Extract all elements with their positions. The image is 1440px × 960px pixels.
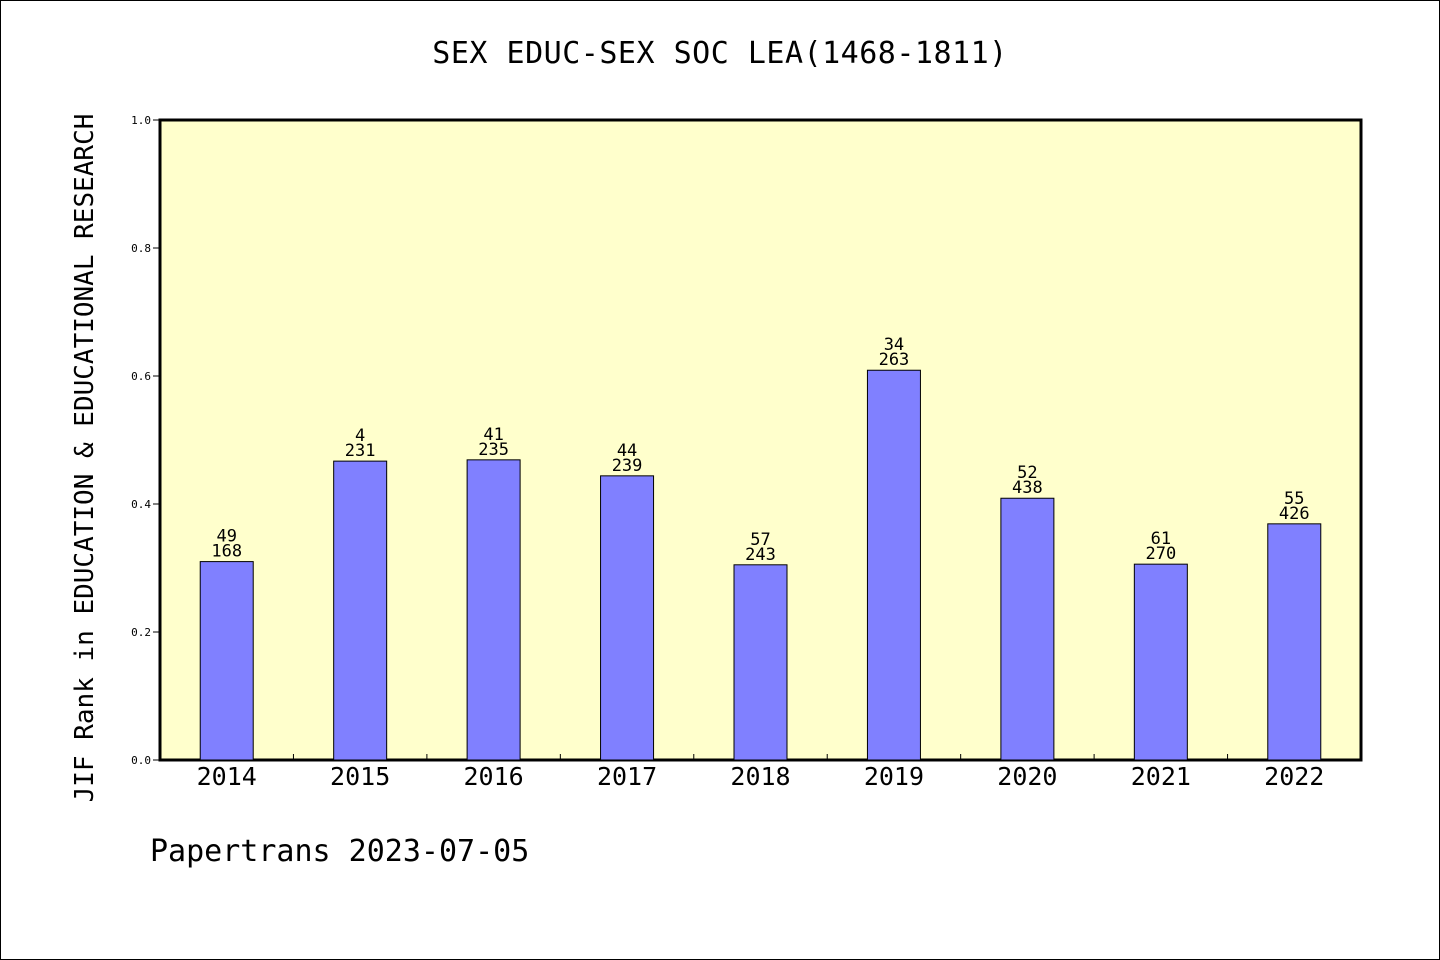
bar-total-label: 239 bbox=[612, 456, 643, 476]
bar-rank-label: 61 bbox=[1151, 529, 1171, 549]
bar-rank-label: 41 bbox=[483, 425, 503, 445]
bar-rank-label: 44 bbox=[617, 441, 637, 461]
chart-title: SEX EDUC-SEX SOC LEA(1468-1811) bbox=[432, 36, 1008, 71]
bar-2021 bbox=[1133, 563, 1188, 761]
x-tick-label: 2018 bbox=[730, 762, 790, 791]
x-tick-label: 2020 bbox=[997, 762, 1057, 791]
bar-2015 bbox=[333, 460, 388, 761]
bar-rank-label: 49 bbox=[216, 527, 236, 547]
bar-rank-label: 55 bbox=[1284, 489, 1304, 509]
bar-2019 bbox=[866, 369, 921, 761]
bar-2017 bbox=[600, 475, 655, 761]
bar-total-label: 235 bbox=[478, 440, 509, 460]
y-axis-label: JIF Rank in EDUCATION & EDUCATIONAL RESE… bbox=[70, 114, 100, 803]
y-tick-label: 0.0 bbox=[131, 754, 151, 767]
bar-total-label: 231 bbox=[345, 441, 376, 461]
x-tick-label: 2021 bbox=[1131, 762, 1191, 791]
footer-note: Papertrans 2023-07-05 bbox=[150, 834, 530, 869]
bar-rank-label: 57 bbox=[750, 530, 770, 550]
bar-2018 bbox=[733, 564, 788, 761]
bar-total-label: 438 bbox=[1012, 478, 1043, 498]
bar-2020 bbox=[1000, 497, 1055, 761]
y-tick-label: 1.0 bbox=[131, 114, 151, 127]
bar-total-label: 168 bbox=[211, 542, 242, 562]
bar-total-label: 263 bbox=[879, 350, 910, 370]
bar-total-label: 270 bbox=[1145, 544, 1176, 564]
bar-2022 bbox=[1267, 523, 1322, 761]
bar-2014 bbox=[199, 561, 254, 761]
x-tick-label: 2014 bbox=[197, 762, 257, 791]
x-tick-label: 2016 bbox=[464, 762, 524, 791]
bar-total-label: 243 bbox=[745, 545, 776, 565]
y-tick-label: 0.8 bbox=[131, 242, 151, 255]
y-tick-label: 0.6 bbox=[131, 370, 151, 383]
x-tick-label: 2017 bbox=[597, 762, 657, 791]
y-tick-label: 0.2 bbox=[131, 626, 151, 639]
x-tick-label: 2022 bbox=[1264, 762, 1324, 791]
bar-rank-label: 52 bbox=[1017, 463, 1037, 483]
x-axis: 2014 2015 2016 2017 2018 2019 2020 2021 2022 bbox=[197, 754, 1324, 791]
bar-total-label: 426 bbox=[1279, 504, 1310, 524]
x-tick-label: 2015 bbox=[330, 762, 390, 791]
bar-rank-label: 4 bbox=[355, 426, 365, 446]
y-tick-label: 0.4 bbox=[131, 498, 151, 511]
x-tick-label: 2019 bbox=[864, 762, 924, 791]
y-axis: 0.0 0.2 0.4 0.6 0.8 1.0 bbox=[131, 114, 160, 767]
bar-2016 bbox=[466, 459, 521, 761]
bar-rank-label: 34 bbox=[884, 335, 904, 355]
